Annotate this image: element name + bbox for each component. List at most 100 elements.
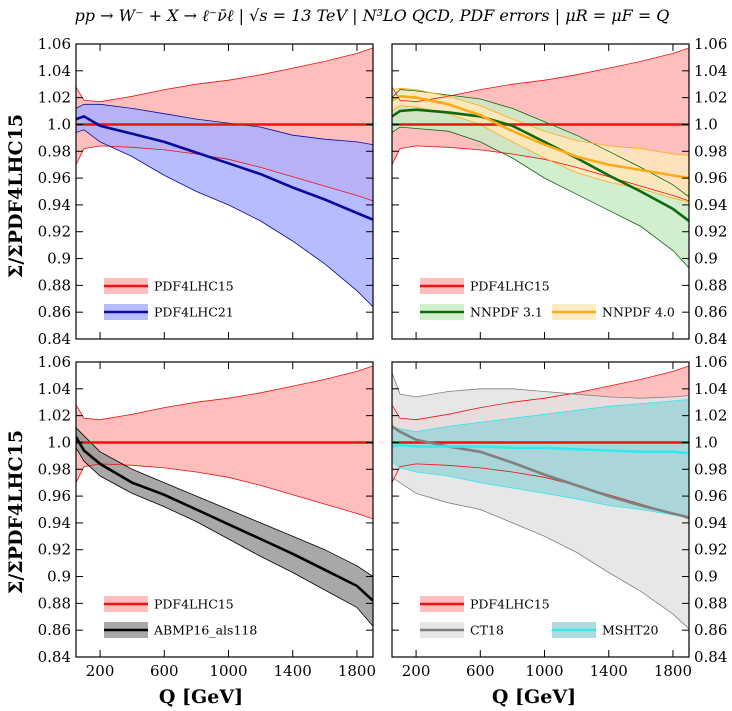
- figure-title: pp → W⁻ + X → ℓ⁻ν̄ℓ | √s = 13 TeV | N³LO…: [75, 6, 670, 25]
- y-tick-label: 1.04: [694, 62, 727, 80]
- legend-label: NNPDF 3.1: [470, 305, 543, 320]
- legend-label: ABMP16_als118: [153, 623, 257, 638]
- legend-item-msht20: MSHT20: [552, 622, 659, 638]
- ct18-upper-edge: [392, 372, 689, 399]
- plot-area: [76, 365, 373, 627]
- y-tick-label: 0.98: [694, 142, 727, 160]
- msht20-upper-edge: [392, 399, 689, 433]
- legend-label: CT18: [470, 623, 504, 638]
- y-tick-label: 0.88: [38, 276, 71, 294]
- legend-label: MSHT20: [602, 623, 659, 638]
- legend-item-nnpdf-3-1: NNPDF 3.1: [420, 304, 543, 320]
- pdf4lhc15-upper-edge: [392, 365, 689, 421]
- nnpdf-4-0-central-line: [392, 94, 689, 180]
- y-tick-label: 0.92: [694, 541, 727, 559]
- y-tick-label: 0.92: [694, 223, 727, 241]
- y-tick-label: 0.94: [694, 514, 727, 532]
- y-tick-label: 0.88: [38, 594, 71, 612]
- legend: PDF4LHC15 NNPDF 3.1 NNPDF 4.0: [420, 278, 675, 320]
- legend-item-pdf4lhc15: PDF4LHC15: [420, 596, 550, 612]
- legend-item-nnpdf-4-0: NNPDF 4.0: [552, 304, 675, 320]
- nnpdf-3-1-central-line: [392, 108, 689, 223]
- y-tick-label: 1.02: [38, 89, 71, 107]
- panel-grid: 0.84 0.86 0.88 0.9 0.92 0.94 0.96 0.98 1.0 1.02 1.…: [38, 35, 728, 680]
- legend-item-pdf4lhc21: PDF4LHC21: [104, 304, 234, 320]
- x-tick-label: 600: [466, 662, 495, 680]
- y-tick-label: 0.88: [694, 594, 727, 612]
- panel-frame: [391, 43, 690, 340]
- nnpdf-3-1-lower-edge: [392, 126, 689, 269]
- x-tick-label: 1800: [338, 662, 376, 680]
- y-tick-label: 1.04: [694, 380, 727, 398]
- panel-1: 0.84 0.86 0.88 0.9 0.92 0.94 0.96 0.98 1.0 1.02 1.…: [38, 35, 374, 348]
- panel-2: 0.84 0.86 0.88 0.9 0.92 0.94 0.96 0.98 1.0 1.02 1.…: [391, 35, 727, 348]
- y-tick-label: 0.98: [38, 142, 71, 160]
- legend-label: NNPDF 4.0: [602, 305, 675, 320]
- x-tick-label: 1400: [274, 662, 312, 680]
- abmp16-als118-band: [76, 427, 373, 627]
- y-tick-label: 0.84: [694, 648, 727, 666]
- nnpdf-4-0-lower-edge: [392, 105, 689, 203]
- plot-area: [392, 47, 689, 269]
- legend-item-pdf4lhc15: PDF4LHC15: [420, 278, 550, 294]
- y-tick-label: 0.9: [47, 250, 71, 268]
- legend-item-ct18: CT18: [420, 622, 504, 638]
- x-axis-label-right: Q [GeV]: [492, 686, 576, 708]
- legend: PDF4LHC15 CT18 MSHT20: [420, 596, 659, 638]
- y-tick-label: 0.84: [38, 648, 71, 666]
- y-tick-label: 1.0: [694, 115, 718, 133]
- x-tick-label: 600: [150, 662, 179, 680]
- abmp16-als118-lower-edge: [76, 447, 373, 627]
- pdf4lhc15-upper-edge: [76, 47, 373, 103]
- y-tick-label: 0.86: [38, 621, 71, 639]
- y-tick-label: 0.92: [38, 223, 71, 241]
- y-tick-label: 1.04: [38, 380, 71, 398]
- plot-area: [76, 47, 373, 308]
- y-tick-label: 0.84: [694, 330, 727, 348]
- y-tick-label: 1.06: [38, 35, 71, 53]
- y-tick-label: 0.86: [694, 303, 727, 321]
- pdf4lhc21-band: [76, 104, 373, 307]
- y-tick-label: 0.94: [694, 196, 727, 214]
- ct18-central-line: [392, 425, 689, 519]
- legend-label: PDF4LHC15: [154, 279, 234, 294]
- pdf4lhc21-lower-edge: [76, 129, 373, 308]
- y-tick-label: 1.0: [47, 433, 71, 451]
- panel-3: 200 600 1000 1400 1800 0.84 0.86 0.88 0.9 0.92 0.9…: [38, 353, 376, 680]
- y-tick-label: 1.04: [38, 62, 71, 80]
- y-tick-label: 0.98: [38, 460, 71, 478]
- y-tick-label: 0.84: [38, 330, 71, 348]
- abmp16-als118-upper-edge: [76, 427, 373, 577]
- y-tick-label: 0.88: [694, 276, 727, 294]
- pdf4lhc21-upper-edge: [76, 103, 373, 145]
- panel-frame: [75, 361, 374, 658]
- y-tick-label: 1.02: [694, 89, 727, 107]
- x-axis-label-left: Q [GeV]: [159, 686, 243, 708]
- pdf4lhc15-lower-edge: [392, 145, 689, 202]
- y-tick-label: 0.92: [38, 541, 71, 559]
- msht20-band: [392, 399, 689, 518]
- y-tick-label: 1.06: [694, 353, 727, 371]
- x-tick-label: 1000: [209, 662, 247, 680]
- legend-label: PDF4LHC15: [470, 597, 550, 612]
- y-tick-label: 0.86: [694, 621, 727, 639]
- y-tick-label: 0.9: [694, 568, 718, 586]
- legend-item-pdf4lhc15: PDF4LHC15: [104, 278, 234, 294]
- legend-item-abmp16-als118: ABMP16_als118: [104, 622, 257, 638]
- x-tick-label: 200: [86, 662, 115, 680]
- x-tick-label: 1000: [525, 662, 563, 680]
- y-tick-label: 0.96: [694, 487, 727, 505]
- y-tick-label: 0.94: [38, 514, 71, 532]
- y-tick-label: 0.96: [694, 169, 727, 187]
- msht20-lower-edge: [392, 460, 689, 518]
- y-tick-label: 0.9: [694, 250, 718, 268]
- y-axis-label-top: Σ/ΣPDF4LHC15: [5, 114, 27, 278]
- legend: PDF4LHC15 PDF4LHC21: [104, 278, 234, 320]
- plot-area: [392, 365, 689, 630]
- legend-label: PDF4LHC15: [154, 597, 234, 612]
- y-tick-label: 1.02: [694, 407, 727, 425]
- y-tick-label: 0.94: [38, 196, 71, 214]
- pdf4lhc15-lower-edge: [76, 463, 373, 520]
